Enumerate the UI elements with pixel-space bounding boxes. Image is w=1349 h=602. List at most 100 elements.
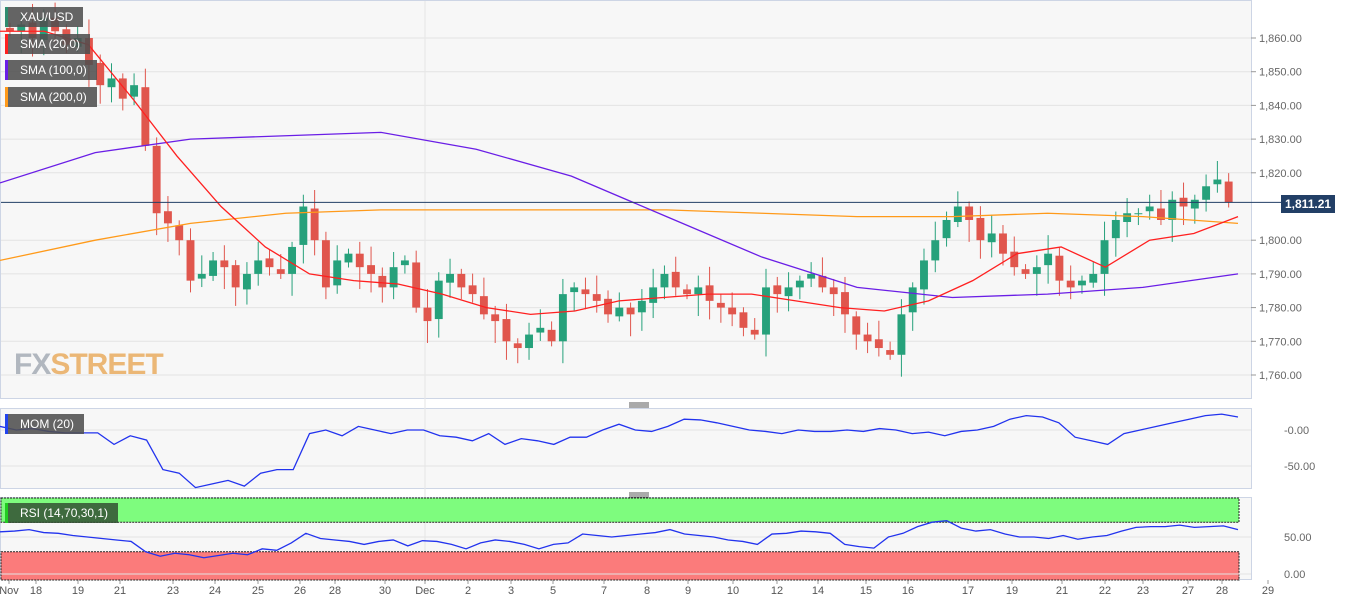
candle: [558, 278, 567, 364]
oversold-zone: [0, 551, 1240, 581]
candle-body: [841, 292, 849, 315]
x-tick-label: 2: [465, 585, 471, 597]
candle: [671, 256, 680, 296]
candle: [446, 258, 454, 298]
candle-body: [1190, 199, 1199, 209]
candle: [299, 194, 308, 264]
x-tick-label: 28: [1216, 585, 1228, 597]
last-price-badge: 1,811.21: [1281, 195, 1336, 213]
candle: [536, 309, 545, 341]
candle: [863, 322, 872, 354]
candle-body: [671, 271, 680, 288]
candle: [976, 206, 985, 259]
candle-body: [175, 225, 184, 241]
candle: [660, 265, 669, 300]
candle: [276, 254, 285, 279]
candle-body: [1078, 280, 1086, 286]
candle: [1055, 247, 1064, 296]
candle-body: [626, 307, 635, 315]
mom-panel: [0, 408, 1252, 489]
candle: [807, 262, 816, 288]
candle: [1111, 211, 1120, 257]
candle: [367, 246, 375, 293]
candle-body: [242, 273, 251, 290]
candle-body: [660, 273, 669, 288]
candle-body: [502, 319, 511, 342]
candle: [242, 262, 251, 305]
candle: [1202, 174, 1211, 212]
candle-body: [197, 273, 206, 279]
candle: [152, 137, 161, 236]
mom-tick-label: -0.00: [1284, 425, 1309, 437]
x-tick-label: 14: [812, 585, 824, 597]
candle-body: [592, 294, 601, 301]
candle-body: [39, 17, 48, 41]
candle-body: [491, 314, 500, 322]
candle: [818, 257, 827, 293]
candle: [1100, 221, 1109, 296]
x-tick-label: 21: [114, 585, 126, 597]
candle: [637, 289, 646, 331]
symbol-label[interactable]: XAU/USD: [5, 7, 84, 27]
candle-body: [96, 62, 105, 86]
candle-body: [231, 265, 240, 288]
candle-body: [412, 262, 421, 308]
candle: [739, 307, 748, 337]
candle-body: [920, 260, 928, 290]
candle-body: [863, 334, 872, 342]
candle-body: [536, 327, 545, 333]
candle-body: [310, 208, 319, 241]
candle-body: [1213, 179, 1222, 185]
rsi-label[interactable]: RSI (14,70,30,1): [5, 503, 119, 523]
candle: [953, 191, 962, 228]
price-tick-label: 1,760.00: [1259, 370, 1302, 382]
candle-body: [17, 24, 26, 32]
candle: [231, 260, 240, 306]
price-tick-label: 1,840.00: [1259, 100, 1302, 112]
candle-body: [581, 289, 590, 295]
candle: [874, 320, 883, 357]
candle: [310, 189, 319, 256]
candle-body: [276, 269, 285, 274]
candle-body: [818, 275, 827, 288]
x-tick-label: 17: [962, 585, 974, 597]
candle: [852, 311, 861, 350]
candle-body: [942, 219, 951, 239]
candle-body: [457, 273, 466, 288]
candle: [513, 338, 522, 364]
mom-label[interactable]: MOM (20): [5, 414, 84, 434]
candle: [254, 241, 263, 286]
candle: [570, 282, 579, 311]
candle: [423, 289, 432, 343]
candle: [683, 284, 691, 300]
candle: [841, 276, 849, 333]
candle-body: [987, 233, 996, 243]
candle-body: [615, 307, 624, 317]
candle-body: [355, 253, 364, 268]
legend-sma100[interactable]: SMA (100,0): [5, 60, 97, 80]
candle-body: [118, 78, 127, 99]
price-tick-label: 1,860.00: [1259, 33, 1302, 45]
candle: [728, 292, 737, 327]
candle: [525, 322, 533, 360]
candle-body: [773, 285, 782, 295]
rsi-tick-label: 0.00: [1284, 569, 1305, 581]
candle: [762, 268, 770, 357]
candle-body: [852, 316, 861, 335]
candle: [920, 248, 928, 305]
price-tick-label: 1,820.00: [1259, 168, 1302, 180]
candle: [942, 211, 951, 247]
candle: [626, 302, 635, 337]
candle: [1145, 194, 1154, 220]
x-tick-label: 28: [329, 585, 341, 597]
candle: [175, 220, 184, 256]
legend-sma20[interactable]: SMA (20,0): [5, 34, 91, 54]
candle-body: [479, 296, 488, 315]
overbought-zone: [0, 497, 1240, 523]
candle-body: [333, 260, 342, 286]
candle-body: [1055, 255, 1064, 281]
candle: [107, 63, 116, 103]
candle-body: [694, 287, 703, 295]
legend-sma200[interactable]: SMA (200,0): [5, 87, 97, 107]
